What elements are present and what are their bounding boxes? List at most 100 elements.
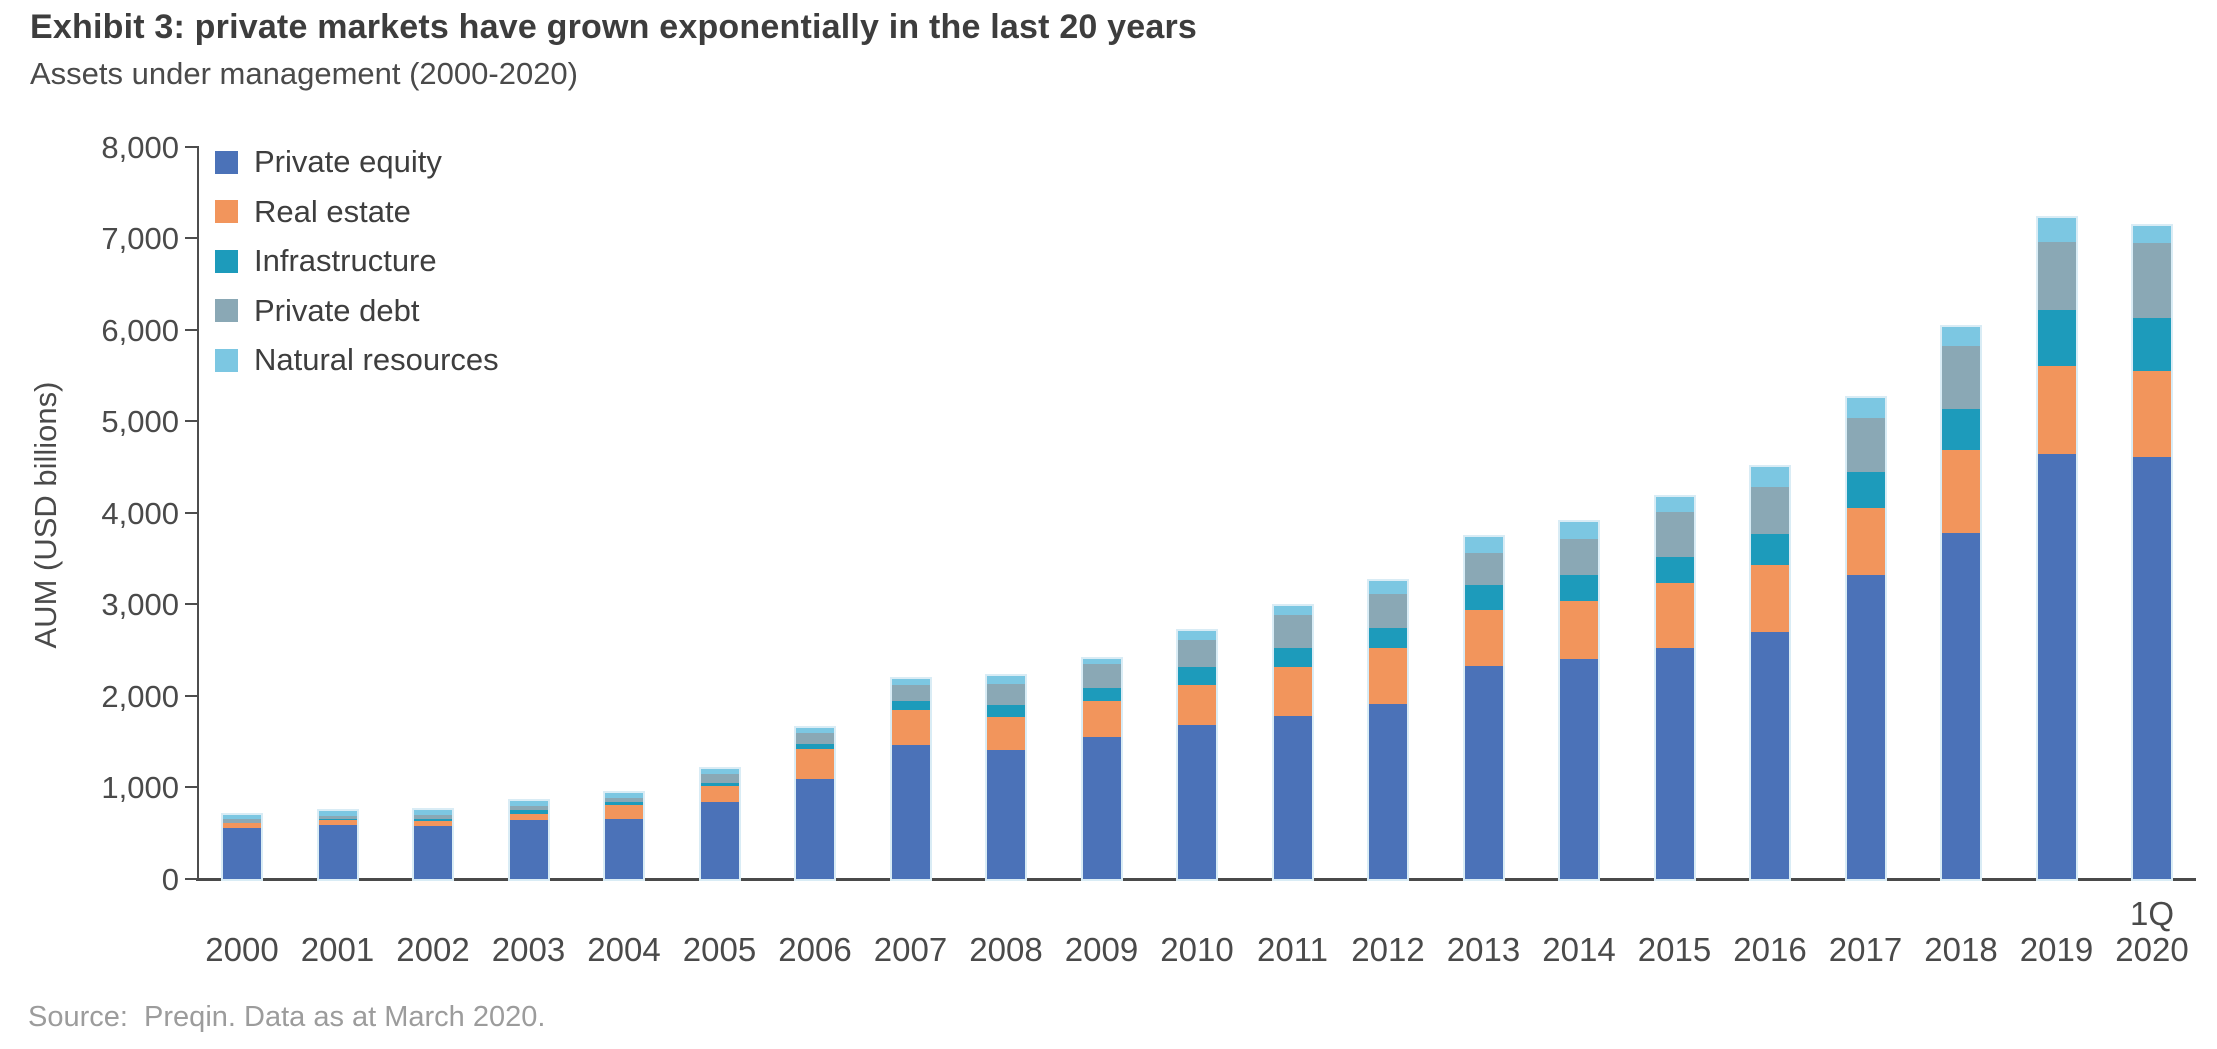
y-tick-mark bbox=[185, 694, 198, 697]
bar-segment-private-debt bbox=[891, 685, 930, 702]
bar-segment-private-debt bbox=[1846, 418, 1885, 472]
bar-segment-real-estate bbox=[1369, 647, 1407, 704]
bar-segment-private-equity bbox=[700, 802, 739, 879]
bar-segment-natural-resources bbox=[891, 679, 930, 686]
bar-segment-private-debt bbox=[509, 806, 548, 811]
bar-segment-natural-resources bbox=[1655, 497, 1694, 513]
bar-segment-natural-resources bbox=[1082, 659, 1121, 664]
bar-segment-natural-resources bbox=[700, 769, 739, 775]
legend-label-private-equity: Private equity bbox=[254, 144, 442, 179]
x-axis-label-2003: 2003 bbox=[491, 931, 566, 968]
bar-segment-private-equity bbox=[987, 749, 1025, 879]
bar-segment-private-equity bbox=[605, 819, 643, 879]
x-axis-label-2010: 2010 bbox=[1160, 931, 1234, 968]
bar-segment-infrastructure bbox=[414, 819, 452, 821]
bar-2015 bbox=[1653, 495, 1696, 881]
bar-segment-natural-resources bbox=[1560, 522, 1598, 539]
bar-segment-natural-resources bbox=[509, 801, 548, 807]
x-axis-label-2012: 2012 bbox=[1351, 931, 1425, 968]
bar-segment-private-debt bbox=[1751, 487, 1789, 535]
legend-item-infrastructure: Infrastructure bbox=[215, 243, 437, 279]
bar-segment-private-equity bbox=[318, 825, 357, 879]
bar-segment-private-equity bbox=[1273, 716, 1312, 879]
legend-label-infrastructure: Infrastructure bbox=[254, 243, 437, 278]
y-tick-mark bbox=[185, 878, 198, 880]
bar-segment-natural-resources bbox=[1942, 327, 1980, 346]
bar-segment-private-equity bbox=[2037, 453, 2076, 879]
bar-segment-real-estate bbox=[318, 820, 357, 826]
bar-segment-real-estate bbox=[2133, 371, 2171, 458]
bar-2013 bbox=[1462, 535, 1505, 881]
bar-segment-natural-resources bbox=[987, 676, 1025, 685]
bar-segment-private-equity bbox=[1560, 659, 1598, 879]
bar-segment-infrastructure bbox=[318, 819, 357, 821]
bar-2007 bbox=[889, 677, 932, 881]
bar-segment-real-estate bbox=[1273, 666, 1312, 717]
x-axis-label-2017: 2017 bbox=[1828, 931, 1903, 968]
x-axis-label-2009: 2009 bbox=[1064, 931, 1139, 968]
x-axis-label-1q-2020: 1Q 2020 bbox=[2115, 895, 2189, 968]
bar-segment-infrastructure bbox=[1560, 575, 1598, 601]
x-axis-line bbox=[196, 878, 2196, 881]
bar-segment-private-debt bbox=[700, 774, 739, 783]
bar-segment-real-estate bbox=[1846, 508, 1885, 576]
x-axis-label-2018: 2018 bbox=[1924, 931, 1998, 968]
legend-label-private-debt: Private debt bbox=[254, 292, 420, 328]
y-tick-label: 7,000 bbox=[101, 221, 179, 257]
legend-item-natural-resources: Natural resources bbox=[215, 342, 499, 378]
bar-2017 bbox=[1844, 396, 1887, 881]
bar-segment-natural-resources bbox=[1369, 581, 1407, 594]
bar-segment-real-estate bbox=[1464, 610, 1503, 666]
bar-segment-real-estate bbox=[414, 820, 452, 826]
y-tick-mark bbox=[185, 237, 198, 240]
bar-segment-natural-resources bbox=[318, 811, 357, 816]
y-axis-line bbox=[197, 146, 199, 880]
bar-segment-private-equity bbox=[1369, 703, 1407, 879]
legend-item-private-debt: Private debt bbox=[215, 293, 419, 329]
bar-segment-private-equity bbox=[1942, 532, 1980, 879]
bar-segment-private-equity bbox=[1655, 648, 1694, 879]
chart-title: Exhibit 3: private markets have grown ex… bbox=[30, 8, 1198, 46]
x-axis-label-2008: 2008 bbox=[969, 931, 1043, 968]
legend-swatch-private-equity bbox=[215, 150, 238, 174]
bar-segment-infrastructure bbox=[509, 810, 548, 814]
bar-segment-infrastructure bbox=[1464, 585, 1503, 611]
bar-2010 bbox=[1176, 629, 1218, 881]
source-note: Source: Preqin. Data as at March 2020. bbox=[28, 1001, 546, 1033]
bar-segment-private-equity bbox=[223, 827, 261, 879]
bar-segment-private-debt bbox=[1273, 615, 1312, 649]
bar-segment-real-estate bbox=[1082, 701, 1121, 737]
y-tick-label: 0 bbox=[161, 862, 179, 897]
bar-segment-real-estate bbox=[1942, 450, 1980, 533]
legend-swatch-infrastructure bbox=[215, 249, 238, 273]
bar-segment-natural-resources bbox=[605, 793, 643, 798]
bar-2009 bbox=[1080, 657, 1123, 881]
x-axis-label-2001: 2001 bbox=[300, 931, 375, 968]
x-axis-label-2006: 2006 bbox=[778, 931, 852, 968]
bar-segment-natural-resources bbox=[1751, 467, 1789, 488]
bar-segment-private-equity bbox=[1464, 665, 1503, 879]
bar-segment-private-debt bbox=[318, 815, 357, 820]
legend-item-private-equity: Private equity bbox=[215, 144, 442, 180]
x-axis-label-2011: 2011 bbox=[1257, 931, 1328, 968]
y-tick-mark bbox=[185, 145, 198, 148]
bar-segment-private-equity bbox=[1178, 724, 1216, 879]
bar-segment-private-debt bbox=[1082, 663, 1121, 688]
y-tick-label: 2,000 bbox=[101, 678, 179, 714]
bar-segment-infrastructure bbox=[987, 704, 1025, 718]
x-axis-label-2007: 2007 bbox=[873, 931, 948, 968]
bar-2008 bbox=[985, 674, 1027, 881]
legend-swatch-natural-resources bbox=[215, 348, 238, 372]
y-tick-label: 3,000 bbox=[101, 587, 179, 623]
bar-segment-real-estate bbox=[987, 717, 1025, 750]
bar-segment-infrastructure bbox=[1082, 687, 1121, 702]
bar-segment-real-estate bbox=[1751, 564, 1789, 632]
bar-segment-infrastructure bbox=[1273, 648, 1312, 667]
bar-segment-infrastructure bbox=[1655, 557, 1694, 584]
legend-label-natural-resources: Natural resources bbox=[254, 342, 499, 377]
bar-2000 bbox=[221, 813, 263, 881]
x-axis-label-2013: 2013 bbox=[1446, 931, 1521, 968]
x-axis-label-2005: 2005 bbox=[682, 931, 757, 968]
bar-segment-real-estate bbox=[891, 709, 930, 746]
